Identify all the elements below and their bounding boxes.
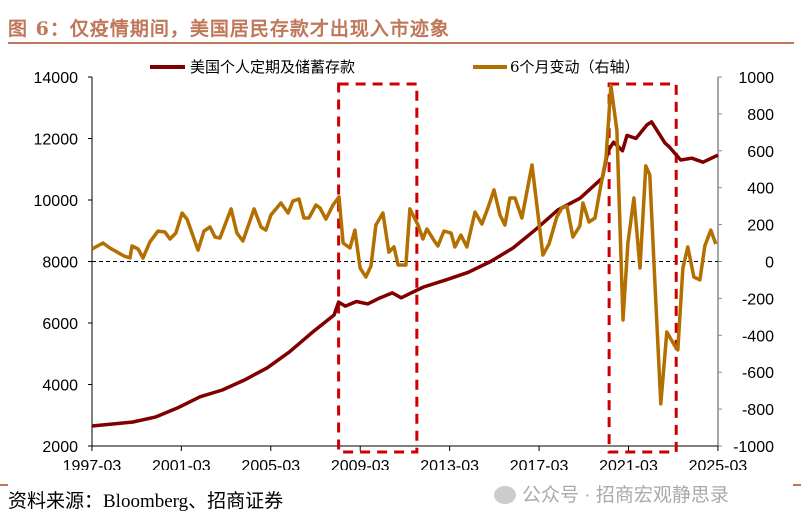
left-tick-label: 2000 (42, 439, 78, 456)
right-tick-label: -600 (742, 365, 774, 382)
right-tick-label: -400 (742, 328, 774, 345)
six-month-change-series-line (91, 83, 718, 406)
x-tick-label: 1997-03 (63, 458, 122, 470)
right-tick-label: 600 (747, 144, 774, 161)
left-tick-label: 12000 (34, 132, 79, 149)
x-tick-label: 2025-03 (689, 458, 748, 470)
right-tick-label: 1000 (738, 70, 774, 87)
left-tick-label: 6000 (42, 316, 78, 333)
right-tick-label: 800 (747, 107, 774, 124)
highlight-boxes (337, 82, 678, 454)
left-tick-label: 4000 (42, 378, 78, 395)
right-tick-label: 400 (747, 181, 774, 198)
source-note: 资料来源：Bloomberg、招商证券 (8, 491, 284, 512)
left-tick-label: 8000 (42, 255, 78, 272)
left-tick-label: 14000 (34, 70, 79, 87)
dual-axis-line-chart: 2000400060008000100001200014000-1000-800… (34, 58, 775, 470)
right-tick-label: -800 (742, 402, 774, 419)
deposits-series-line (91, 120, 719, 428)
x-tick-label: 2013-03 (420, 458, 479, 470)
watermark-text: 公众号 · 招商宏观静思录 (522, 485, 729, 506)
x-tick-label: 2021-03 (599, 458, 658, 470)
right-tick-label: -200 (742, 291, 774, 308)
highlight-period-box (607, 82, 678, 454)
watermark: 公众号 · 招商宏观静思录 (494, 480, 729, 507)
right-tick-label: 0 (765, 255, 774, 272)
x-tick-label: 2001-03 (152, 458, 211, 470)
footer-mark-left (0, 484, 8, 486)
x-tick-label: 2005-03 (241, 458, 300, 470)
legend-label-change: 6个月变动（右轴） (510, 58, 640, 76)
axes: 2000400060008000100001200014000-1000-800… (34, 70, 775, 470)
series-lines (91, 83, 719, 428)
highlight-period-box (337, 82, 419, 454)
x-tick-label: 2009-03 (331, 458, 390, 470)
legend-label-deposits: 美国个人定期及储蓄存款 (190, 58, 355, 76)
footer-mark-right (793, 484, 801, 486)
right-tick-label: -1000 (733, 439, 774, 456)
figure-title: 图 6：仅疫情期间，美国居民存款才出现入市迹象 (8, 18, 450, 40)
x-tick-label: 2017-03 (510, 458, 569, 470)
title-divider (8, 42, 794, 44)
wechat-icon (494, 486, 516, 504)
left-tick-label: 10000 (34, 193, 79, 210)
legend: 美国个人定期及储蓄存款 6个月变动（右轴） (150, 58, 640, 76)
right-tick-label: 200 (747, 218, 774, 235)
